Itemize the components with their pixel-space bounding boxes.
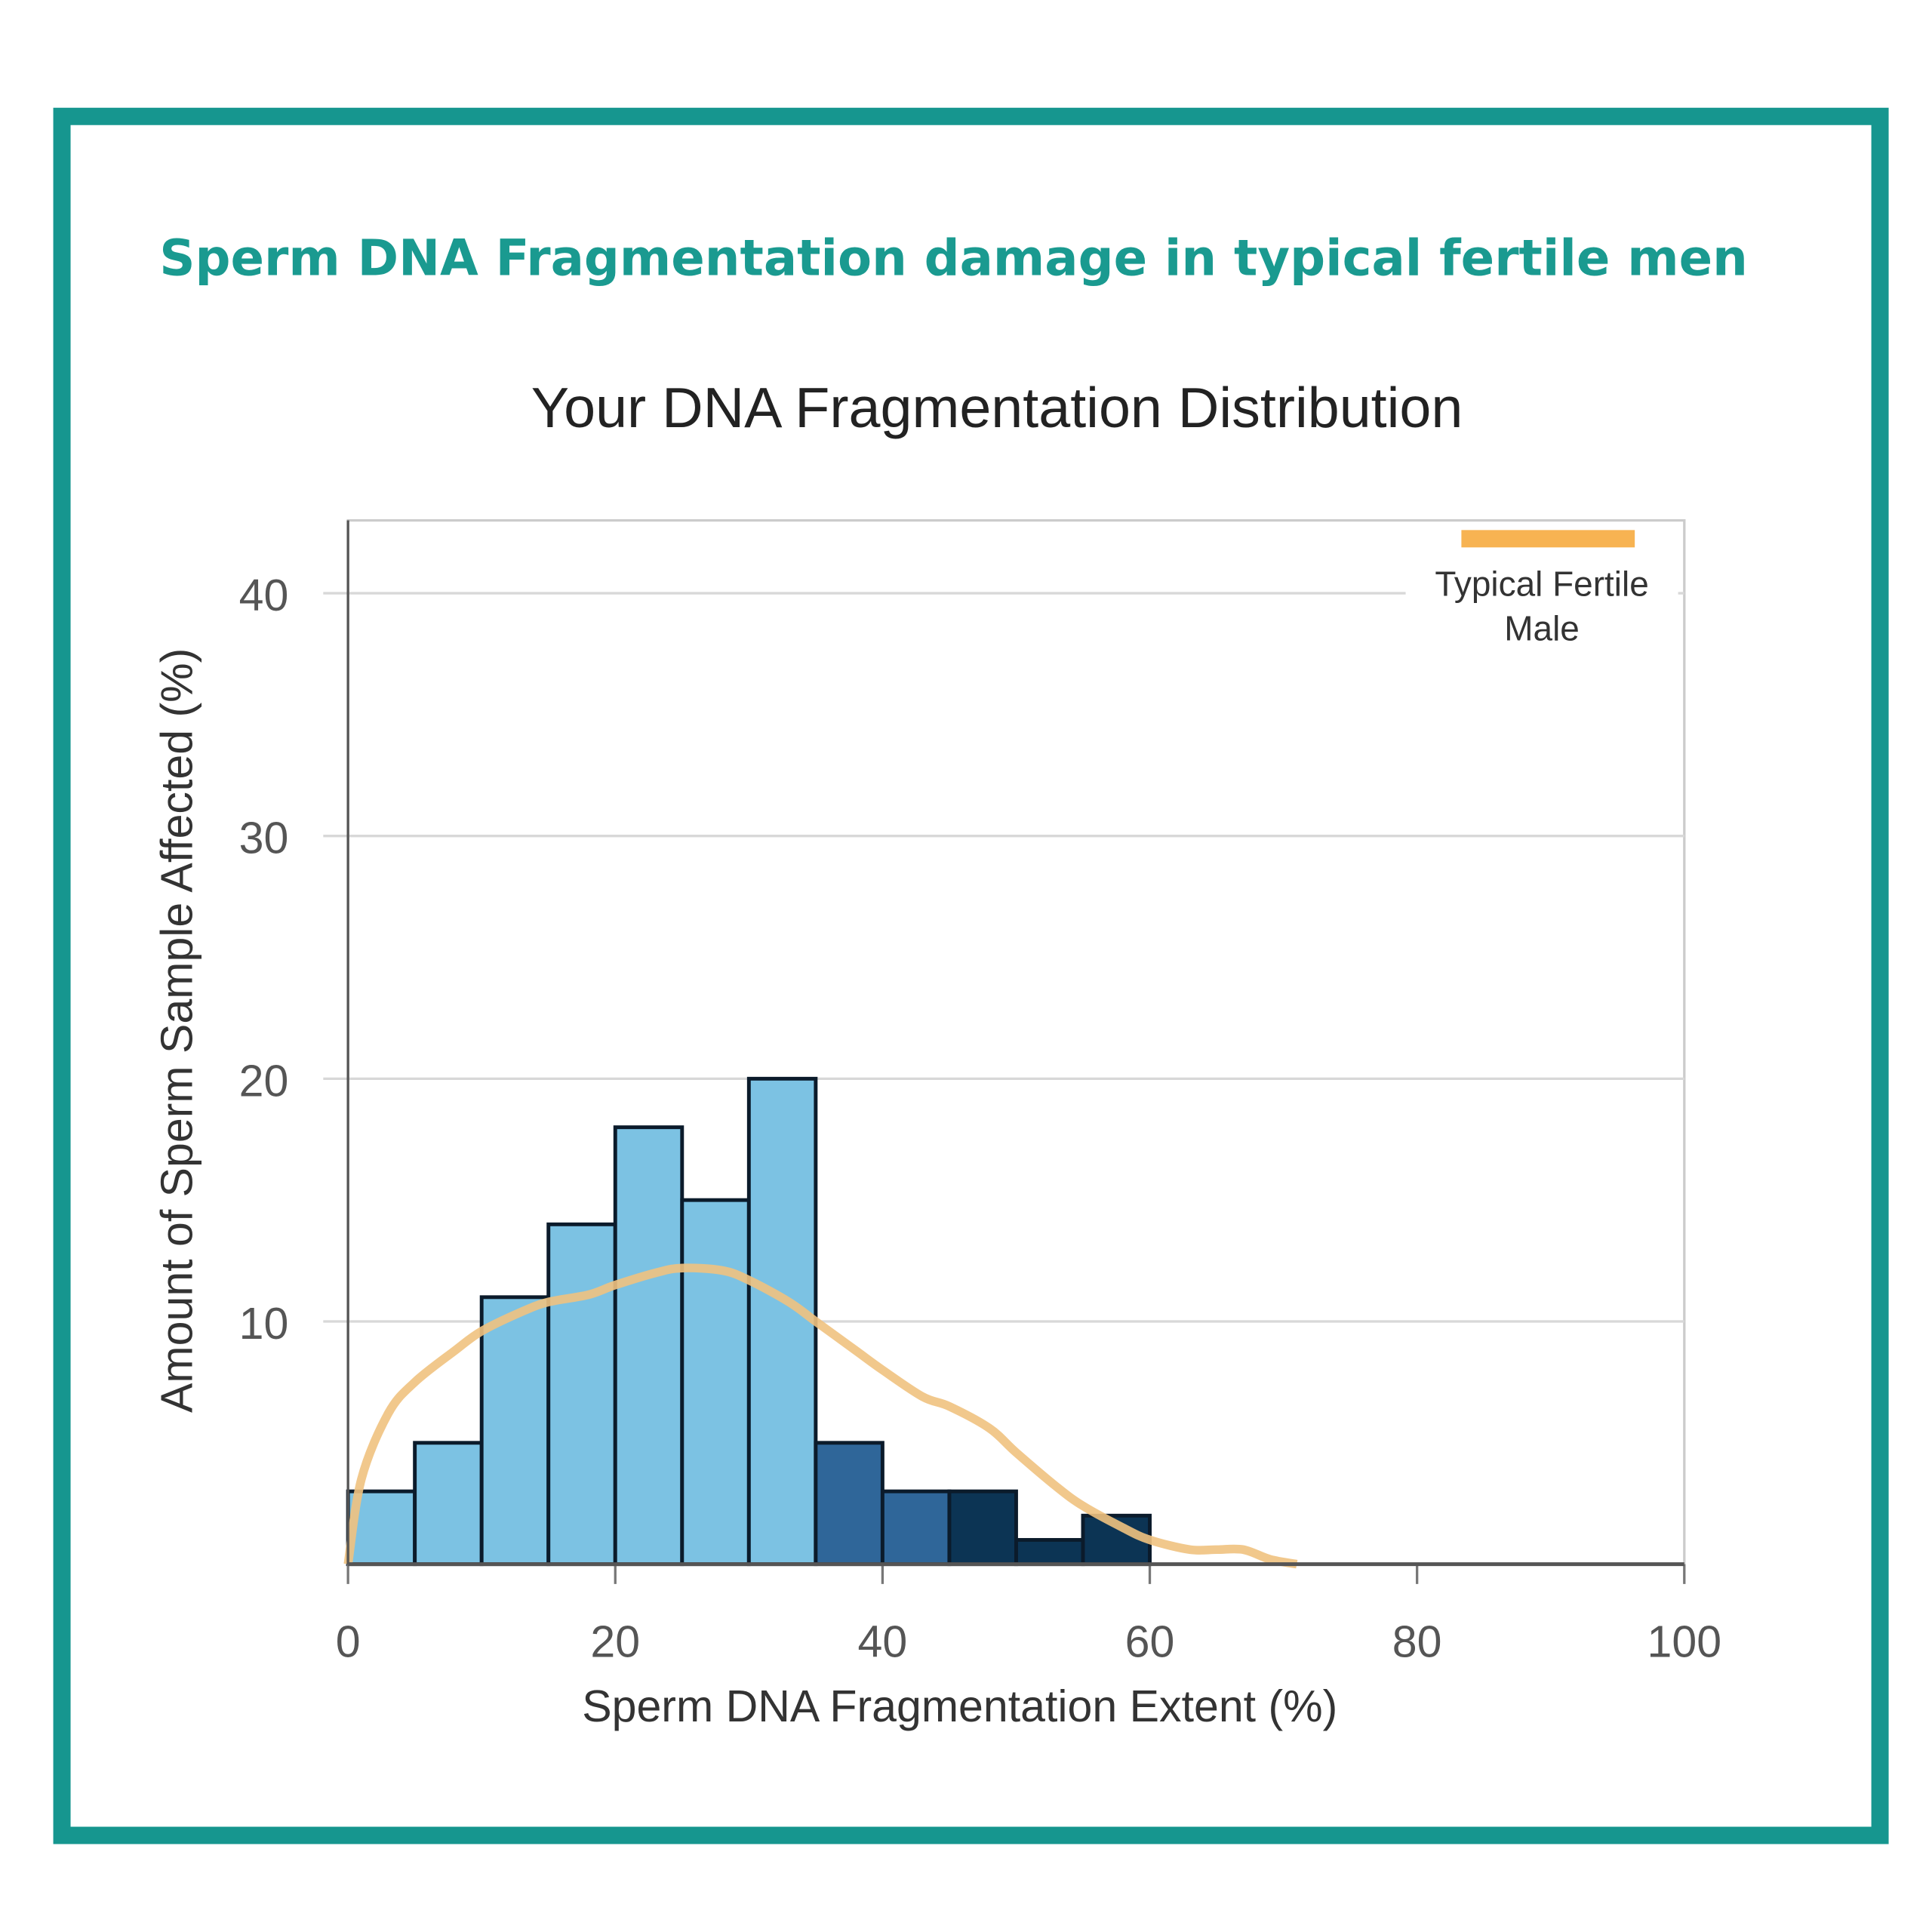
y-tick-label: 10 [239,1299,289,1349]
legend-label-1: Typical Fertile [1435,564,1648,603]
legend-bg [1405,559,1678,653]
histogram-bar [680,1198,751,1567]
y-tick-label: 20 [239,1056,289,1106]
typical-fertile-curve [343,1263,1298,1569]
y-tick-label: 40 [239,571,289,620]
x-tick-label: 80 [1392,1617,1442,1667]
x-tick-label: 60 [1125,1617,1175,1667]
histogram-bar [814,1441,884,1567]
frame-border [53,107,1889,1844]
bars [346,1076,1152,1567]
legend-swatch [1461,530,1635,548]
x-axis-label: Sperm DNA Fragmentation Extent (%) [582,1681,1337,1731]
y-axis-label: Amount of Sperm Sample Affected (%) [152,648,202,1413]
page-title: Sperm DNA Fragmentation damage in typica… [159,229,1748,287]
histogram-bar [479,1295,551,1567]
histogram-bar [613,1125,685,1567]
histogram-bar [1014,1537,1085,1567]
legend-label-2: Male [1504,608,1580,648]
y-tick-label: 30 [239,814,289,863]
x-tick-label: 40 [858,1617,908,1667]
histogram-bar [413,1441,484,1567]
tick-labels: 10 20 30 40 0 20 40 60 80 100 [239,571,1721,1667]
chart-title: Your DNA Fragmentation Distribution [531,376,1463,439]
x-tick-label: 0 [336,1617,361,1667]
axes [346,520,1686,1584]
x-tick-label: 20 [590,1617,640,1667]
x-tick-label: 100 [1647,1617,1722,1667]
histogram-bar [746,1076,818,1567]
histogram-bar [546,1222,617,1567]
histogram-bar [880,1489,952,1567]
histogram-bar [947,1489,1018,1567]
